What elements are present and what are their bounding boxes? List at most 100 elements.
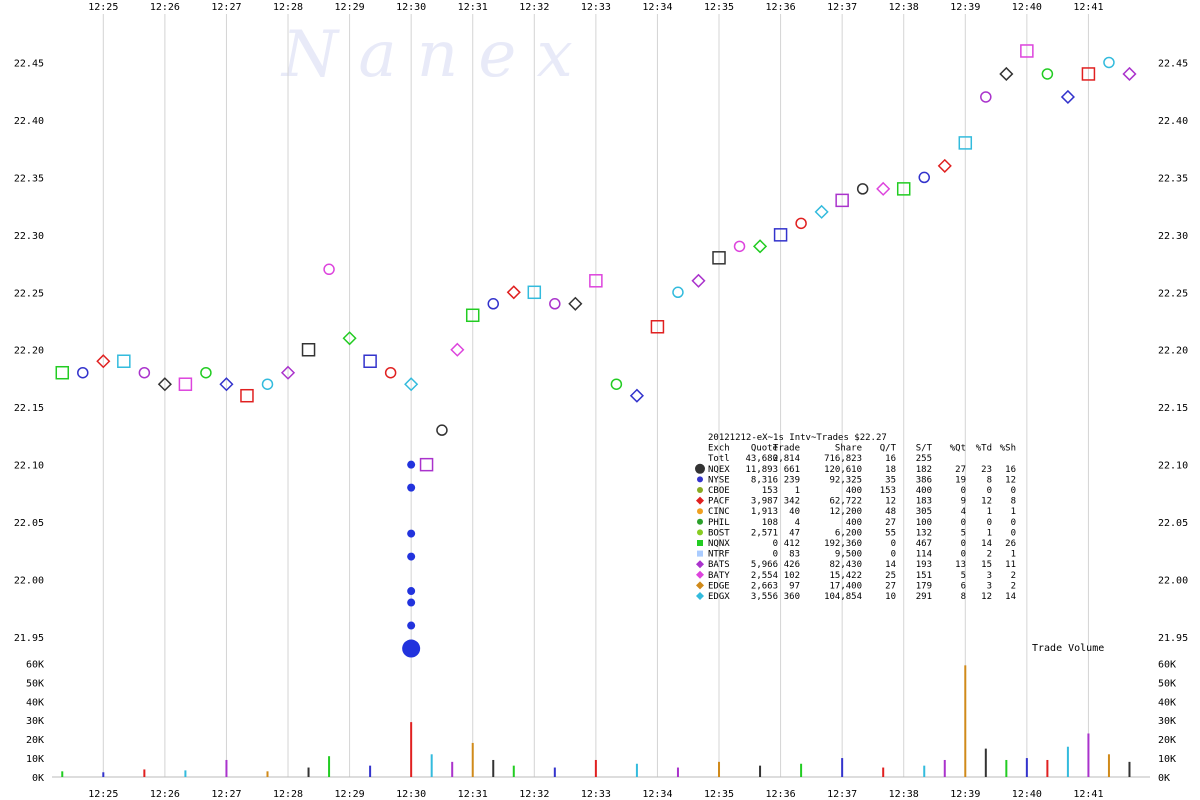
vol-tick-right: 20K: [1158, 735, 1176, 746]
volume-bar: [471, 742, 474, 777]
stats-cell: 2,571: [751, 528, 778, 538]
stats-cell: 2,663: [751, 581, 778, 591]
vol-tick-right: 0K: [1158, 773, 1170, 784]
stats-cell: 153: [880, 486, 896, 496]
volume-title: Trade Volume: [1032, 643, 1104, 654]
stats-header: 20121212-eX~1s Intv~Trades $22.27: [708, 433, 887, 443]
volume-bar: [61, 771, 64, 777]
volume-bar: [410, 722, 413, 777]
stats-cell: 108: [762, 518, 778, 528]
stats-marker: [696, 560, 704, 569]
stats-cell: 360: [784, 592, 800, 602]
stats-cell: 5: [961, 571, 966, 581]
stats-column-header: Quote: [751, 444, 778, 454]
stats-cell: 291: [916, 592, 932, 602]
stats-cell: 0: [1011, 486, 1016, 496]
nyse-low-mark: [407, 483, 416, 492]
stats-cell: 9: [961, 497, 966, 507]
x-tick-bottom: 12:30: [396, 789, 426, 800]
x-tick-bottom: 12:36: [766, 789, 796, 800]
stats-cell: 27: [885, 518, 896, 528]
stats-cell: 1: [795, 486, 800, 496]
stats-cell: BATS: [708, 560, 730, 570]
stats-cell: 3,556: [751, 592, 778, 602]
trade-mark: [157, 377, 172, 392]
y-tick-right: 22.35: [1158, 173, 1188, 184]
trade-mark: [436, 424, 448, 436]
x-tick-top: 12:37: [827, 2, 857, 13]
y-tick-right: 22.05: [1158, 518, 1188, 529]
trade-mark: [733, 240, 746, 253]
stats-cell: 192,360: [824, 539, 862, 549]
stats-cell: NYSE: [708, 475, 730, 485]
y-tick-right: 22.40: [1158, 116, 1188, 127]
trade-mark: [1103, 56, 1115, 69]
trade-mark: [404, 377, 419, 392]
y-tick-left: 22.30: [14, 231, 44, 242]
trade-mark: [896, 182, 911, 196]
volume-bar: [1005, 759, 1008, 777]
vol-tick-left: 40K: [26, 697, 44, 708]
stats-cell: 2: [987, 550, 992, 560]
stats-cell: 11,893: [745, 465, 778, 475]
stats-cell: 12: [885, 497, 896, 507]
stats-column-header: Q/T: [880, 444, 897, 454]
stats-cell: 1: [1011, 507, 1016, 517]
x-tick-bottom: 12:34: [642, 789, 672, 800]
x-tick-top: 12:32: [519, 2, 549, 13]
stats-cell: 14: [981, 539, 992, 549]
stats-cell: 35: [885, 475, 896, 485]
trade-mark: [465, 308, 480, 323]
stats-cell: 102: [784, 571, 800, 581]
trade-mark: [937, 158, 952, 173]
stats-cell: 9,500: [835, 550, 862, 560]
y-tick-left: 22.35: [14, 173, 44, 184]
trade-mark: [527, 285, 542, 300]
stats-cell: 426: [784, 560, 800, 570]
stats-cell: 0: [987, 486, 992, 496]
trade-mark: [77, 366, 89, 379]
stats-marker: [696, 581, 704, 590]
trade-mark: [795, 217, 807, 230]
stats-marker: [697, 487, 703, 493]
x-tick-bottom: 12:32: [519, 789, 549, 800]
vol-tick-right: 40K: [1158, 697, 1176, 708]
stats-cell: EDGE: [708, 581, 730, 591]
trade-mark: [200, 366, 212, 379]
x-tick-bottom: 12:27: [211, 789, 241, 800]
stats-cell: 97: [789, 581, 800, 591]
stats-marker: [697, 508, 703, 515]
stats-marker: [697, 529, 703, 536]
y-tick-left: 22.25: [14, 288, 44, 299]
trade-mark: [96, 354, 111, 369]
vol-tick-right: 50K: [1158, 678, 1176, 689]
x-tick-top: 12:33: [581, 2, 611, 13]
stats-cell: PACF: [708, 497, 730, 507]
volume-bar: [328, 756, 331, 777]
trade-mark: [1041, 68, 1054, 80]
volume-bar: [184, 770, 187, 777]
stats-cell: 23: [981, 465, 992, 475]
stats-cell: 62,722: [829, 497, 862, 507]
y-tick-left: 22.15: [14, 403, 44, 414]
stats-cell: BOST: [708, 528, 730, 538]
x-tick-top: 12:27: [211, 2, 241, 13]
volume-bar: [718, 761, 721, 777]
y-tick-left: 22.05: [14, 518, 44, 529]
trade-mark: [876, 181, 891, 196]
stats-marker: [697, 550, 703, 557]
volume-bar: [1046, 759, 1049, 777]
stats-cell: 1: [1011, 550, 1016, 560]
stats-cell: 0: [891, 539, 896, 549]
y-tick-right: 22.30: [1158, 231, 1188, 242]
stats-column-header: Share: [835, 444, 862, 454]
trade-mark: [856, 183, 869, 195]
volume-bar: [512, 765, 515, 777]
stats-cell: 0: [773, 539, 778, 549]
stats-cell: 26: [1005, 539, 1016, 549]
stats-cell: 82,430: [829, 560, 862, 570]
stats-column-header: S/T: [916, 444, 933, 454]
stats-column-header: %Td: [976, 444, 992, 454]
stats-cell: NQEX: [708, 465, 730, 475]
